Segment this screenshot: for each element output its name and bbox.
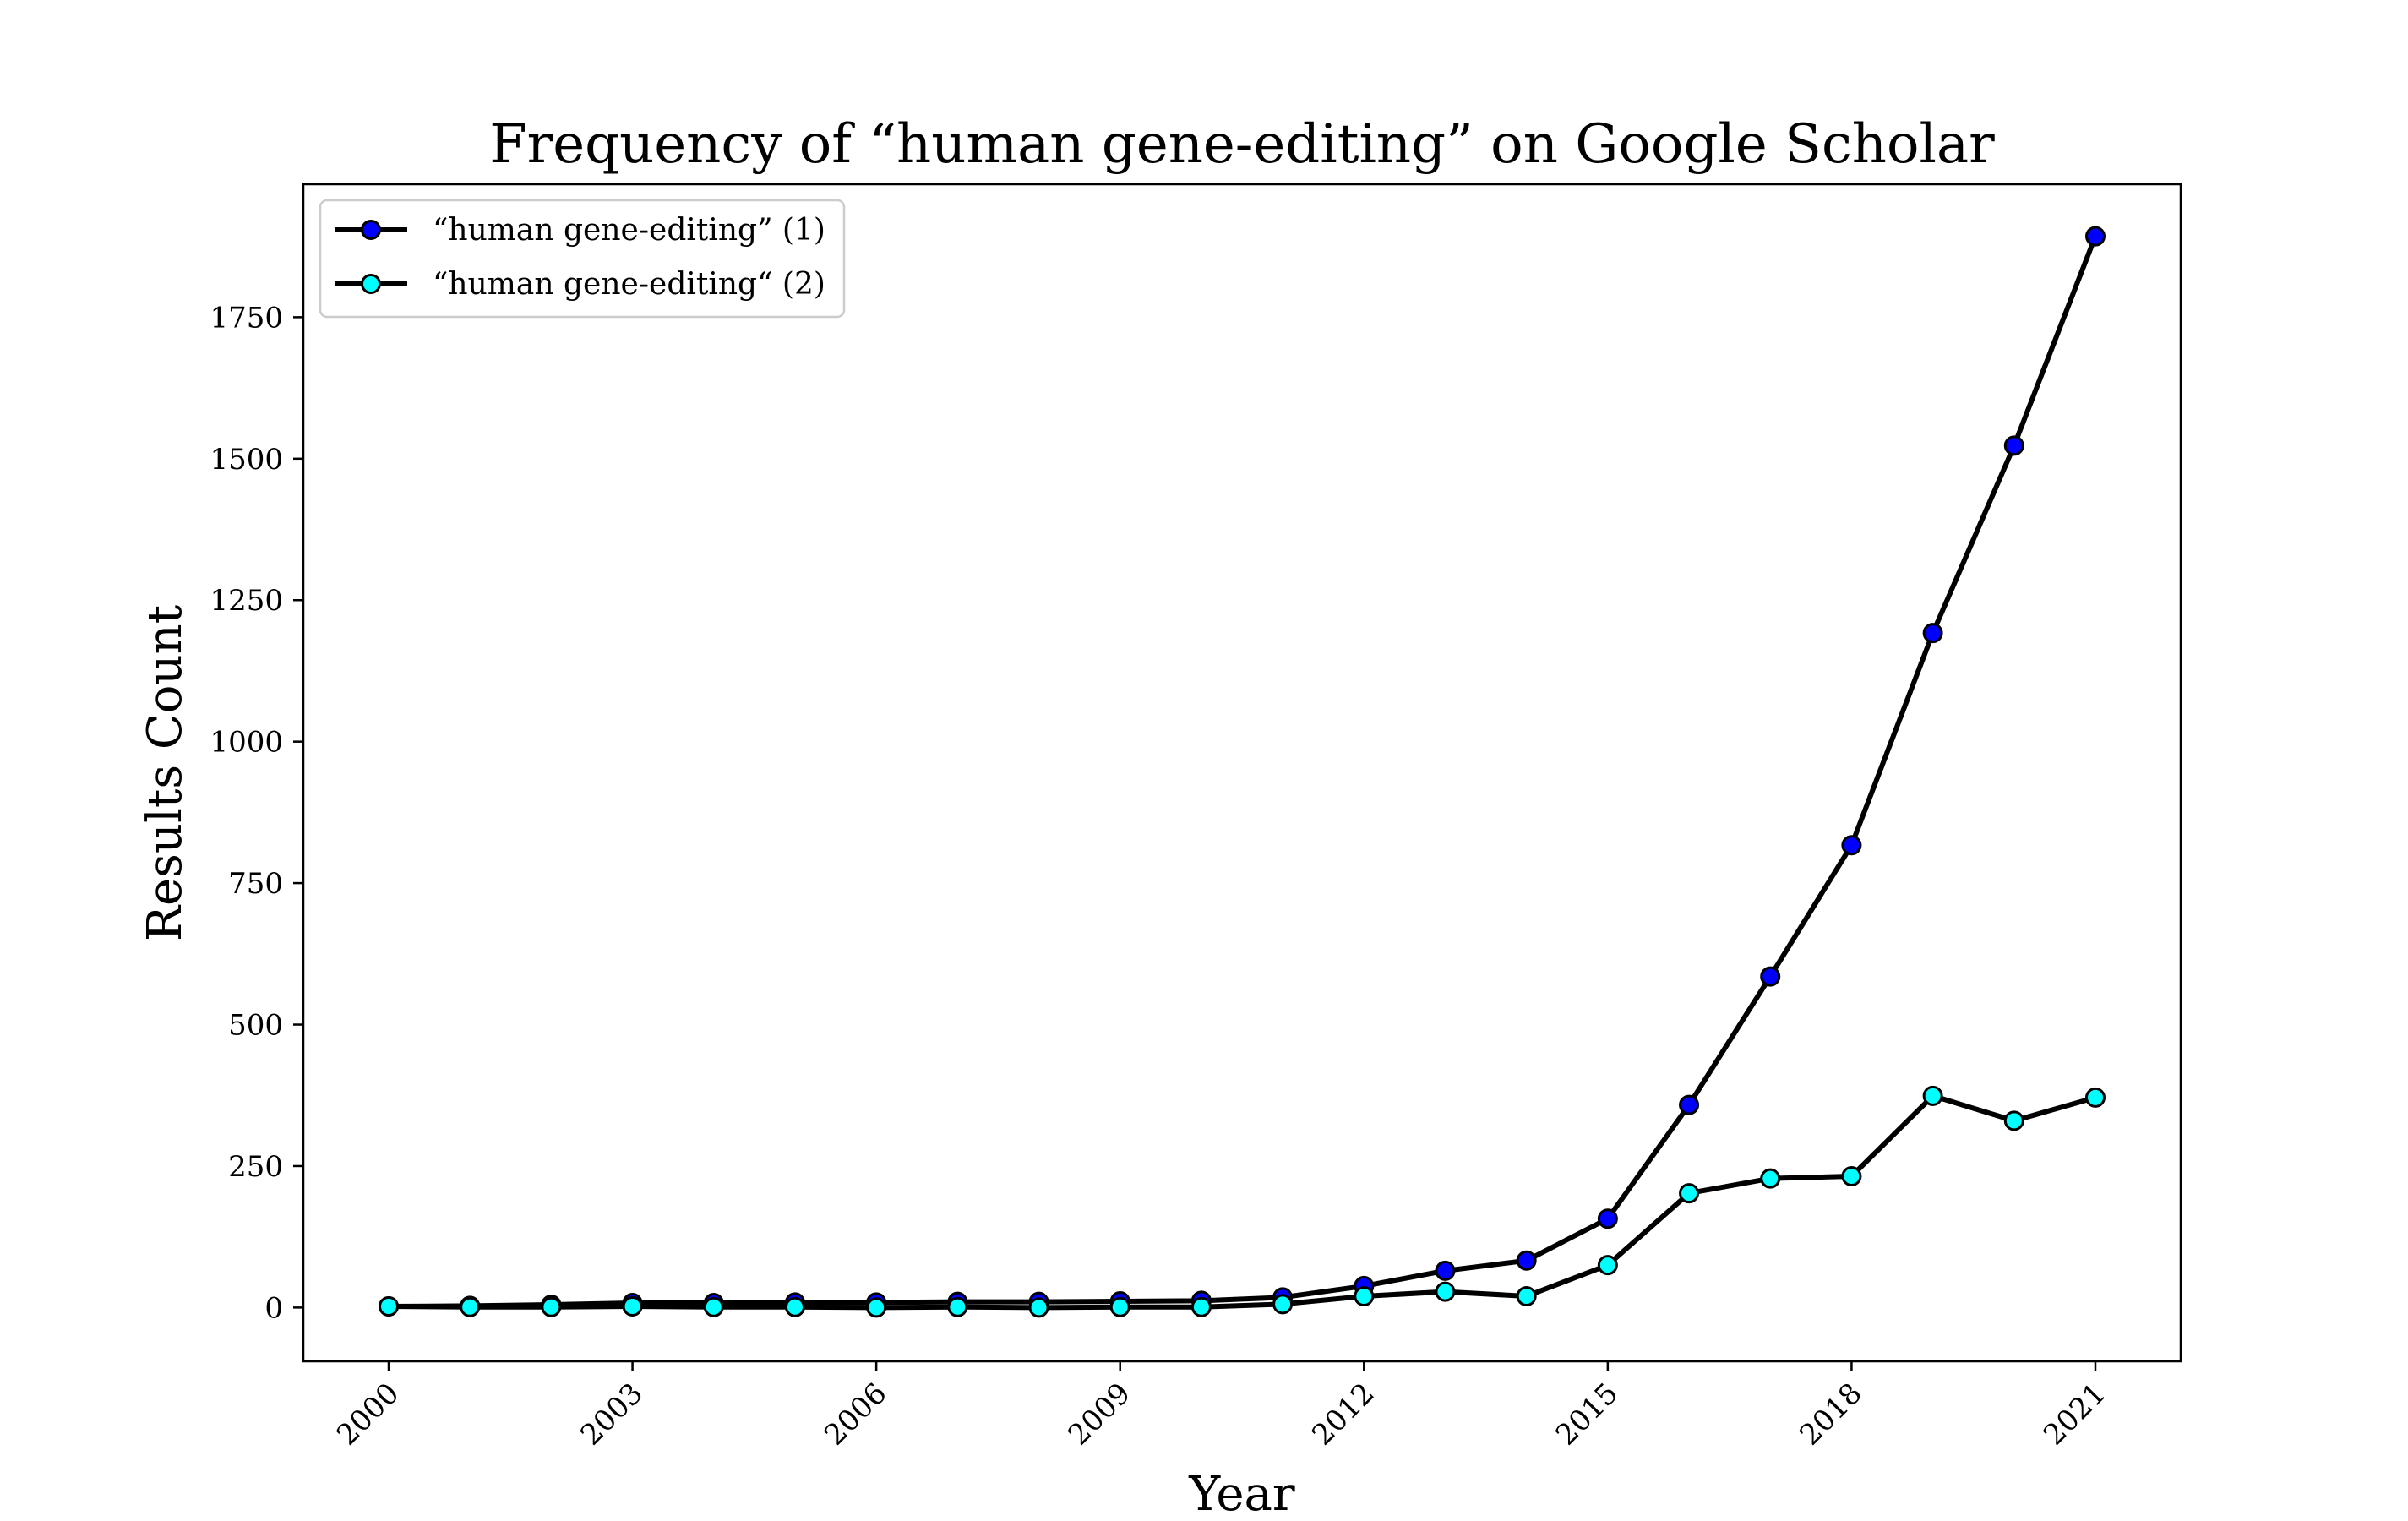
data-point [703, 1296, 724, 1317]
data-point [1354, 1285, 1375, 1306]
data-point [784, 1296, 805, 1317]
data-point [1841, 1166, 1862, 1187]
y-tick-label: 1000 [210, 726, 283, 760]
data-point [2085, 226, 2106, 247]
data-point [1922, 1085, 1943, 1106]
legend-marker [361, 220, 381, 240]
y-tick-label: 1250 [210, 584, 283, 618]
y-tick-label: 0 [264, 1291, 283, 1325]
data-point [947, 1296, 968, 1317]
x-tick-label: 2021 [2037, 1377, 2112, 1452]
legend: “human gene-editing” (1) “human gene-edit… [319, 199, 846, 319]
data-point [379, 1296, 399, 1317]
x-tick-label: 2003 [574, 1377, 649, 1452]
y-axis: 0 250 500 750 1000 1250 1500 1750 [210, 301, 303, 1325]
x-axis-label: Year [1188, 1467, 1295, 1521]
plot-area [302, 183, 2182, 1363]
data-point [622, 1296, 643, 1317]
data-point [1109, 1296, 1130, 1317]
data-point [866, 1297, 887, 1318]
x-tick-label: 2015 [1550, 1377, 1625, 1452]
x-tick-label: 2018 [1793, 1377, 1868, 1452]
x-axis: 2000 2003 2006 2009 2012 2015 2018 2021 [330, 1361, 2112, 1453]
y-tick-label: 250 [228, 1150, 283, 1184]
data-point [1679, 1094, 1700, 1115]
data-point [460, 1296, 481, 1317]
data-point [2003, 435, 2024, 456]
legend-label: “human gene-editing” (1) [433, 213, 825, 248]
data-point [1841, 835, 1862, 856]
data-point [1272, 1294, 1294, 1315]
data-point [1435, 1281, 1456, 1302]
data-point [1028, 1297, 1049, 1318]
x-tick-label: 2000 [330, 1377, 406, 1452]
series-layer [379, 226, 2106, 1318]
legend-box [319, 199, 846, 319]
data-point [1760, 966, 1781, 987]
x-tick-label: 2012 [1305, 1377, 1381, 1452]
series-1 [379, 226, 2106, 1317]
data-point [2003, 1110, 2024, 1131]
y-tick-label: 1500 [210, 443, 283, 477]
data-point [541, 1296, 562, 1317]
x-tick-label: 2009 [1062, 1377, 1137, 1452]
data-point [1922, 623, 1943, 644]
series-2 [379, 1085, 2106, 1318]
data-point [1190, 1296, 1212, 1317]
series-line [386, 1093, 2098, 1311]
data-point [1679, 1183, 1700, 1204]
y-tick-label: 500 [228, 1009, 283, 1043]
y-tick-label: 1750 [210, 301, 283, 335]
data-point [1760, 1168, 1781, 1189]
data-point [1597, 1255, 1618, 1276]
legend-label: “human gene-editing“ (2) [433, 267, 825, 302]
legend-marker [361, 274, 381, 294]
data-point [1597, 1208, 1618, 1229]
x-tick-label: 2006 [818, 1377, 893, 1452]
data-point [1435, 1260, 1456, 1281]
y-tick-label: 750 [228, 867, 283, 901]
y-axis-label: Results Count [138, 604, 193, 941]
data-point [1516, 1250, 1537, 1271]
data-point [2085, 1087, 2106, 1108]
series-line [386, 233, 2098, 1310]
data-point [1516, 1285, 1537, 1306]
chart-title: Frequency of “human gene-editing” on Goo… [489, 113, 1995, 176]
